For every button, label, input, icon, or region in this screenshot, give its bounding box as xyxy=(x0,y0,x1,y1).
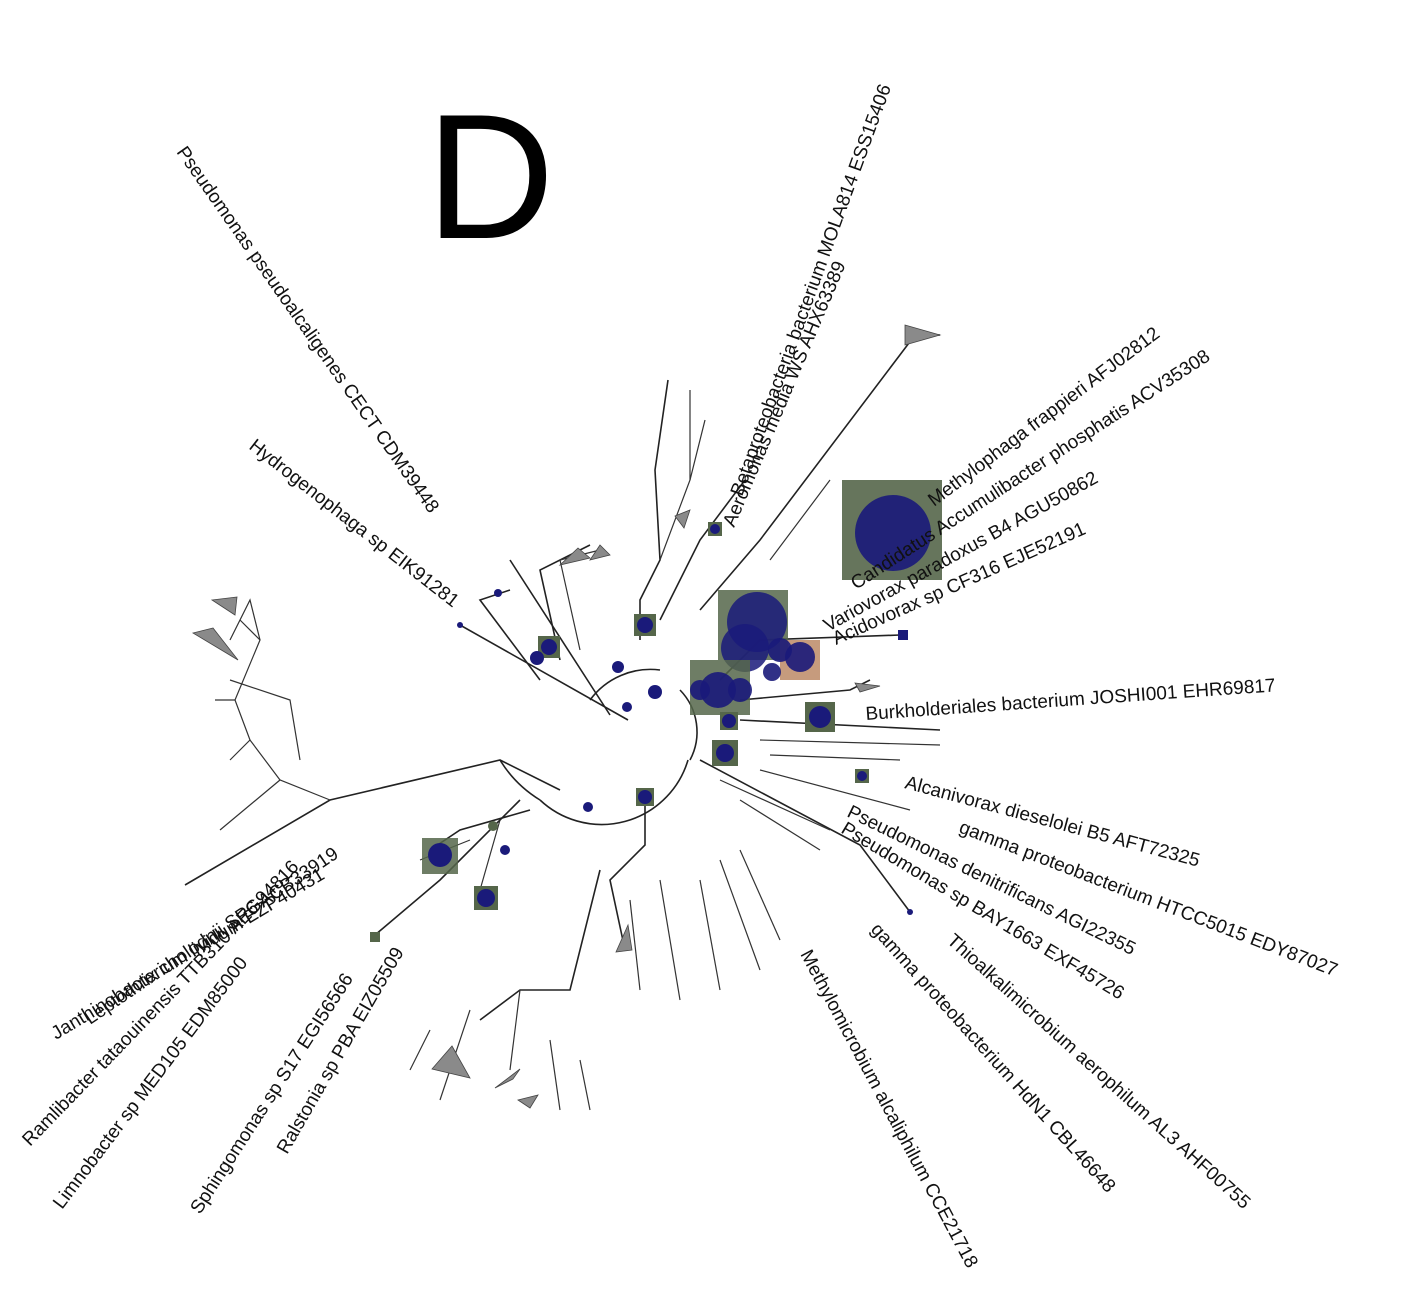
collapsed-clade-marker xyxy=(517,1094,539,1109)
node-circle xyxy=(648,685,662,699)
collapsed-clade-marker xyxy=(904,324,942,346)
node-circle xyxy=(809,706,831,728)
leaf-label: Pseudomonas pseudoalcaligenes CECT CDM39… xyxy=(172,143,443,517)
collapsed-clade-marker xyxy=(589,544,611,561)
node-circle xyxy=(583,802,593,812)
node-circle xyxy=(428,843,452,867)
leaf-label: Methylomicrobium alcaliphilum CCE21718 xyxy=(796,946,982,1271)
node-circle xyxy=(716,744,734,762)
node-circle xyxy=(763,663,781,681)
node-circle xyxy=(855,495,931,571)
collapsed-clade-marker xyxy=(431,1045,471,1079)
node-circle xyxy=(785,642,815,672)
collapsed-clade-marker xyxy=(191,627,239,661)
collapsed-clades xyxy=(191,324,942,1109)
leaf-labels: Pseudomonas pseudoalcaligenes CECT CDM39… xyxy=(18,82,1340,1272)
collapsed-clade-marker xyxy=(854,682,881,693)
node-circle xyxy=(612,661,624,673)
node-circle xyxy=(637,617,653,633)
node-circle xyxy=(690,680,710,700)
collapsed-clade-marker xyxy=(558,547,591,566)
node-circle xyxy=(541,639,557,655)
collapsed-clade-marker xyxy=(674,509,691,529)
node-circle xyxy=(768,638,792,662)
node-box xyxy=(898,630,908,640)
collapsed-clade-marker xyxy=(494,1068,521,1089)
node-circle xyxy=(722,714,736,728)
leaf-label: Burkholderiales bacterium JOSHI001 EHR69… xyxy=(865,675,1276,725)
collapsed-clade-marker xyxy=(210,596,238,616)
node-markers xyxy=(370,480,942,942)
node-circle xyxy=(638,790,652,804)
node-circle xyxy=(857,771,867,781)
node-circle xyxy=(494,589,502,597)
node-circle xyxy=(728,678,752,702)
node-box xyxy=(370,932,380,942)
collapsed-clade-marker xyxy=(615,923,633,953)
node-circle xyxy=(710,524,720,534)
node-circle xyxy=(700,672,736,708)
node-circle xyxy=(500,845,510,855)
node-circle xyxy=(530,651,544,665)
panel-letter: D xyxy=(426,77,555,276)
leaf-label: Aeromonas media WS AHX63389 xyxy=(719,258,850,530)
node-circle xyxy=(907,909,913,915)
node-circle xyxy=(622,702,632,712)
node-circle xyxy=(477,889,495,907)
leaf-label: Betaproteobacteria bacterium MOLA814 ESS… xyxy=(727,82,896,499)
node-circle xyxy=(488,821,498,831)
node-circle xyxy=(457,622,463,628)
leaf-label: Hydrogenophaga sp EIK91281 xyxy=(245,435,463,612)
